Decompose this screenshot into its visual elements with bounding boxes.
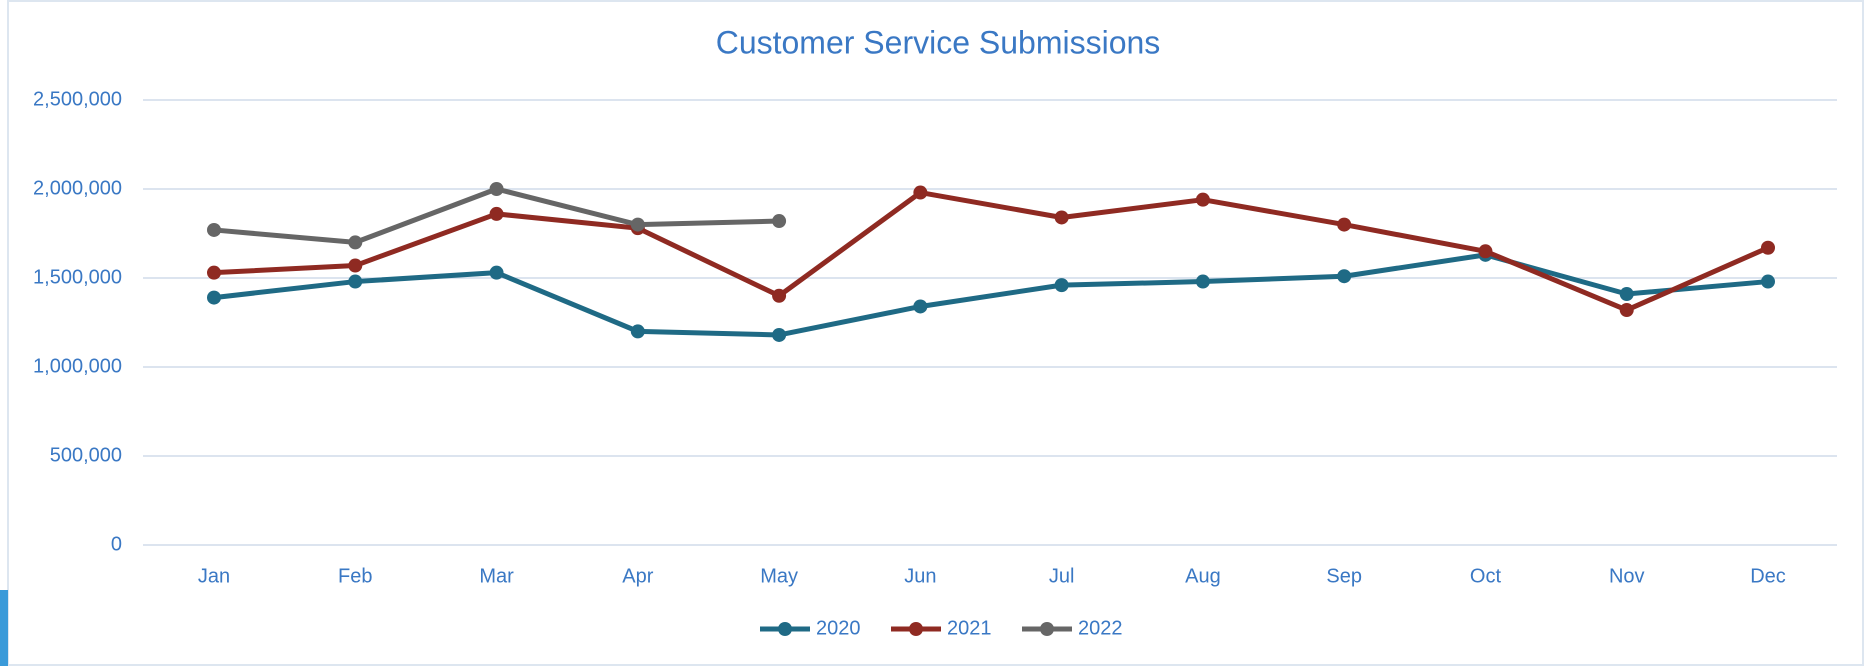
marker (348, 274, 363, 289)
marker (1478, 244, 1493, 259)
marker (772, 327, 787, 342)
marker (1761, 274, 1775, 289)
marker (1337, 217, 1352, 232)
marker (1337, 269, 1352, 284)
x-tick-label: Jan (198, 565, 230, 587)
series-line (213, 252, 1769, 338)
y-tick-label: 500,000 (50, 444, 122, 466)
x-tick-label: Jul (1049, 565, 1075, 587)
marker (348, 235, 363, 250)
y-tick-label: 2,000,000 (33, 177, 122, 199)
y-tick-label: 2,500,000 (33, 88, 122, 110)
marker (1054, 278, 1069, 293)
marker (913, 299, 928, 314)
x-tick-label: May (760, 565, 798, 587)
x-tick-label: Aug (1185, 565, 1221, 587)
marker (489, 206, 504, 221)
marker (1761, 240, 1775, 255)
x-tick-label: Jun (904, 565, 936, 587)
marker (1619, 303, 1634, 318)
x-tick-label: Sep (1326, 565, 1362, 587)
x-tick-label: Oct (1470, 565, 1502, 587)
marker (207, 222, 221, 237)
marker (1619, 287, 1634, 302)
chart-title: Customer Service Submissions (716, 24, 1161, 60)
legend-label: 2020 (816, 617, 861, 639)
marker (772, 214, 787, 229)
marker (1195, 274, 1210, 289)
y-tick-label: 1,500,000 (33, 266, 122, 288)
x-tick-label: Nov (1609, 565, 1645, 587)
legend-label: 2021 (947, 617, 992, 639)
y-tick-label: 1,000,000 (33, 355, 122, 377)
marker (772, 288, 787, 303)
legend-label: 2022 (1078, 617, 1123, 639)
marker (1054, 210, 1069, 225)
marker (489, 265, 504, 280)
x-tick-label: Dec (1750, 565, 1786, 587)
legend-marker (1040, 622, 1054, 636)
y-tick-label: 0 (111, 533, 122, 555)
marker (207, 265, 221, 280)
legend-marker (778, 622, 792, 636)
marker (630, 324, 645, 339)
marker (207, 290, 221, 305)
side-tab (0, 590, 8, 666)
legend-marker (909, 622, 923, 636)
chart-border (7, 0, 1864, 666)
x-tick-label: Mar (479, 565, 514, 587)
x-tick-label: Feb (338, 565, 372, 587)
marker (1195, 192, 1210, 207)
marker (489, 182, 504, 196)
marker (913, 185, 928, 200)
marker (630, 217, 645, 232)
x-tick-label: Apr (622, 565, 653, 587)
marker (348, 258, 363, 273)
series-line (213, 190, 1770, 313)
